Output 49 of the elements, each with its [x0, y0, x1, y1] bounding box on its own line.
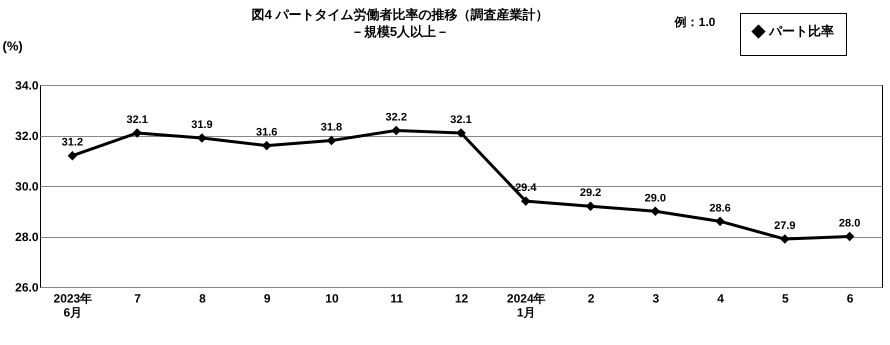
- point: [68, 150, 78, 160]
- point: [391, 126, 401, 136]
- x-tick-label: 2024年 1月: [506, 292, 546, 320]
- x-tick-label: 11: [390, 292, 404, 306]
- data-label: 31.9: [191, 119, 213, 132]
- chart-subtitle: －規模5人以上－: [350, 24, 450, 39]
- x-tick-label: 2: [588, 292, 595, 306]
- point: [780, 234, 790, 244]
- text: 例：1.0: [674, 15, 716, 29]
- data-label: 32.1: [126, 114, 148, 126]
- point: [262, 140, 272, 150]
- x-tick-label: 5: [782, 292, 789, 306]
- data-label: 28.0: [838, 218, 860, 230]
- x-tick-label: 3: [652, 292, 660, 306]
- point: [586, 201, 596, 211]
- point: [456, 128, 466, 138]
- data-label: 32.2: [386, 111, 407, 124]
- data-label: 28.6: [709, 202, 731, 214]
- y-tick-label: 30.0: [15, 180, 39, 194]
- x-tick-label: 9: [264, 292, 271, 306]
- point: [197, 133, 207, 143]
- y-axis-title: (%): [2, 38, 23, 54]
- chart-title: 図4 パートタイム労働者比率の推移（調査産業計）: [252, 7, 548, 22]
- point: [715, 216, 725, 226]
- x-tick-label: 8: [199, 292, 206, 306]
- x-tick-label: 10: [325, 292, 339, 306]
- y-tick-label: 34.0: [15, 78, 39, 92]
- point: [521, 196, 531, 206]
- x-tick-label: 4: [717, 292, 724, 306]
- data-label: 29.4: [515, 182, 538, 194]
- data-label: 27.9: [774, 220, 796, 232]
- x-tick-label: 12: [454, 292, 468, 306]
- data-label: 31.6: [256, 126, 278, 139]
- point: [650, 206, 660, 216]
- y-tick-label: 28.0: [15, 230, 39, 244]
- point: [132, 128, 142, 138]
- y-tick-label: 32.0: [15, 129, 39, 143]
- y-tick-label: 26.0: [15, 280, 39, 294]
- x-tick-label: 2023年 6月: [54, 292, 92, 320]
- data-label: 29.0: [644, 192, 666, 204]
- x-tick-label: 6: [846, 292, 854, 306]
- data-label: 29.2: [580, 187, 602, 200]
- data-label: 32.1: [450, 114, 472, 126]
- point: [844, 232, 854, 242]
- x-tick-label: 7: [134, 292, 142, 306]
- data-label: 31.8: [320, 122, 342, 134]
- data-label: 31.2: [62, 136, 84, 149]
- legend-label: パート比率: [768, 24, 834, 38]
- point: [326, 136, 336, 146]
